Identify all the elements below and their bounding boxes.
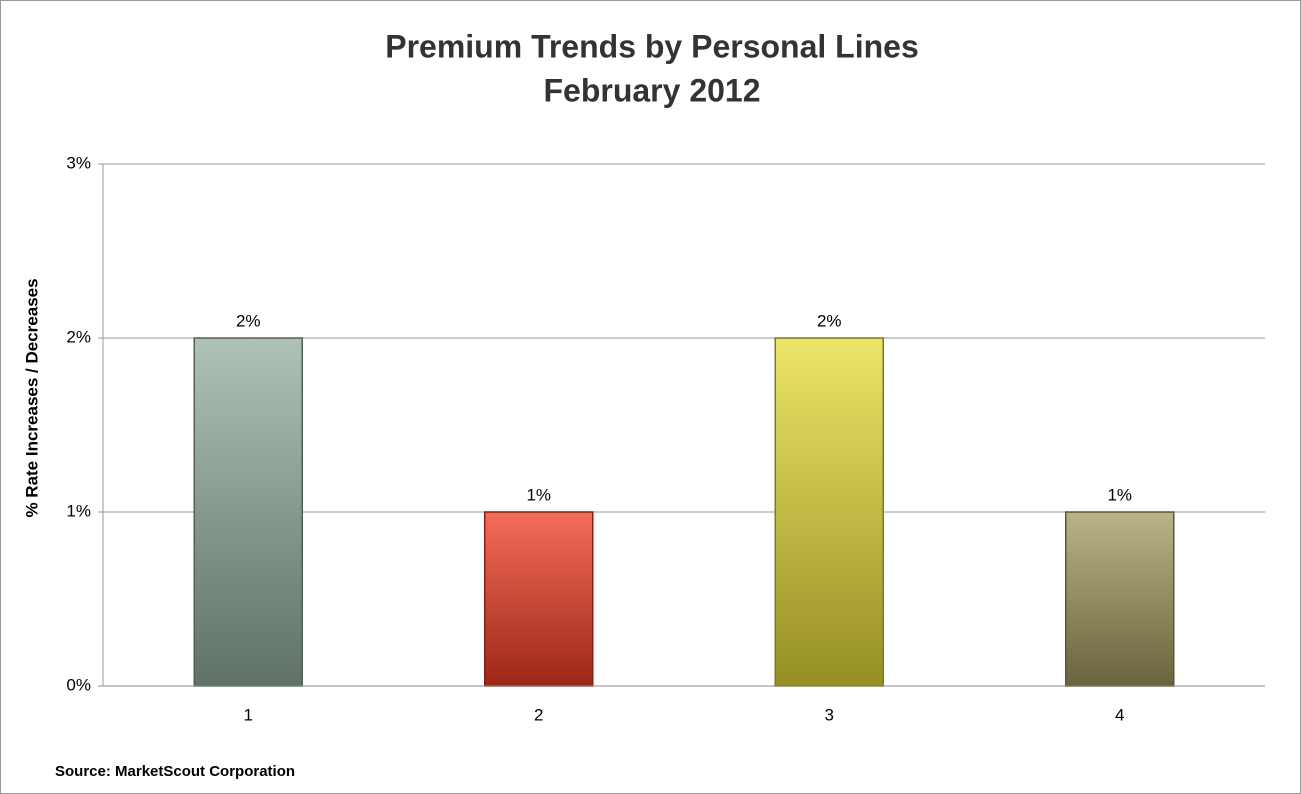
data-label: 1% <box>526 485 551 504</box>
data-label: 2% <box>817 311 842 330</box>
source-note: Source: MarketScout Corporation <box>55 763 295 780</box>
bar <box>484 511 594 687</box>
y-tick-label: 1% <box>66 501 91 520</box>
bar <box>193 337 303 687</box>
x-tick-label: 3 <box>825 705 834 724</box>
bar <box>774 337 884 687</box>
data-label: 2% <box>236 311 261 330</box>
y-tick-label: 2% <box>66 327 91 346</box>
data-label: 1% <box>1107 485 1132 504</box>
chart-subtitle: February 2012 <box>543 72 760 108</box>
bar <box>1065 511 1175 687</box>
x-tick-label: 2 <box>534 705 543 724</box>
chart-title: Premium Trends by Personal Lines <box>385 28 919 64</box>
y-axis-label: % Rate Increases / Decreases <box>22 278 41 517</box>
x-tick-label: 4 <box>1115 705 1124 724</box>
y-tick-label: 0% <box>66 675 91 694</box>
y-tick-label: 3% <box>66 153 91 172</box>
x-tick-label: 1 <box>244 705 253 724</box>
